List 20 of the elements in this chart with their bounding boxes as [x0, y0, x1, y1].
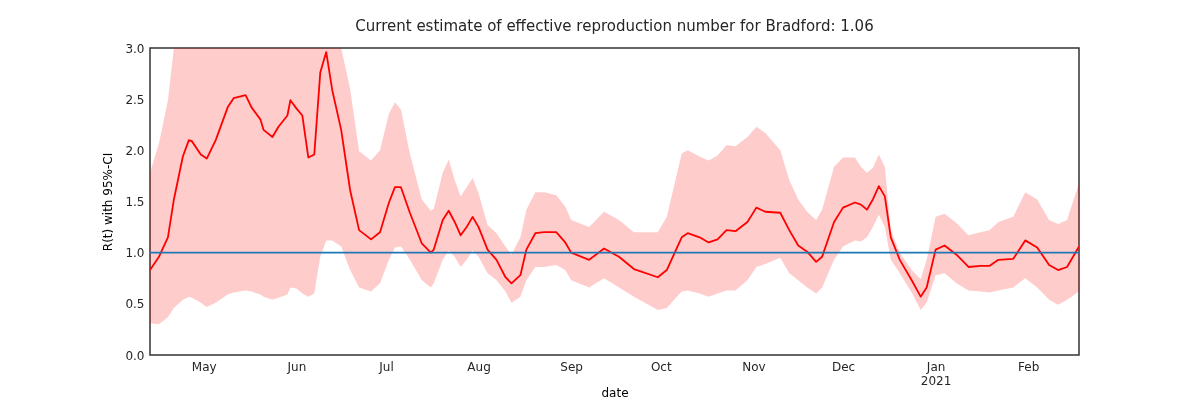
x-tick-label: May [191, 359, 217, 374]
y-axis-title: R(t) with 95%-CI [101, 152, 116, 252]
y-tick-label: 1.0 [125, 246, 145, 261]
y-tick-label: 0.5 [125, 297, 145, 312]
x-axis-title: date [601, 385, 629, 400]
x-tick-label: Jan 2021 [920, 359, 952, 388]
x-tick-label: Feb [1018, 359, 1040, 374]
x-tick-label: Nov [742, 359, 766, 374]
chart-title: Current estimate of effective reproduction number for Bradford: 1.06 [355, 17, 874, 35]
x-tick-label: Dec [831, 359, 856, 374]
x-tick-label: Sep [560, 359, 583, 374]
y-tick-label: 2.5 [125, 92, 145, 107]
x-tick-label: Oct [650, 359, 672, 374]
x-tick-label: Jul [378, 359, 394, 374]
y-tick-label: 1.5 [125, 195, 145, 209]
y-tick-label: 0.0 [125, 348, 145, 363]
y-tick-label: 3.0 [125, 41, 145, 56]
x-tick-label: Jun [286, 359, 307, 374]
x-tick-label: Aug [467, 359, 491, 374]
y-tick-label: 2.0 [125, 143, 145, 158]
